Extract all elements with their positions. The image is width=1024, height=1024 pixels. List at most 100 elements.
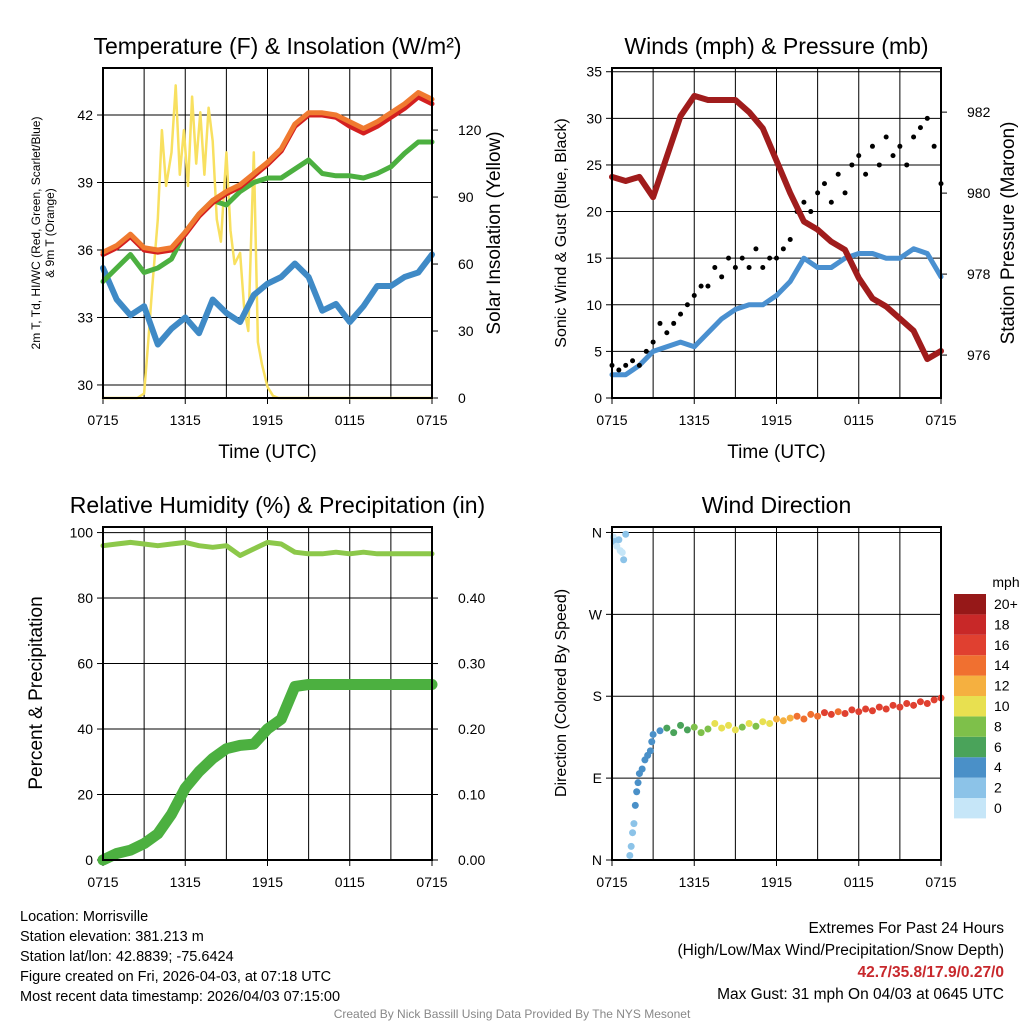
y-tick-label: 30: [77, 377, 93, 393]
y-tick-label: 15: [586, 250, 602, 266]
wind-direction-point: [615, 536, 623, 544]
wind-direction-point: [649, 730, 657, 738]
gust-point: [917, 125, 923, 131]
series-td-line: [100, 139, 435, 284]
gust-point: [746, 264, 752, 270]
gust-point: [643, 348, 649, 354]
y-tick-label: 0: [85, 852, 93, 868]
y-axis-label: Direction (Colored By Speed): [553, 589, 570, 797]
colorbar-label: 14: [994, 657, 1010, 673]
wind-direction-point: [646, 747, 654, 755]
colorbar-label: 20+: [994, 596, 1018, 612]
y-tick-label: W: [589, 606, 603, 622]
x-tick-label: 0715: [416, 412, 447, 428]
gust-point: [856, 153, 862, 159]
colorbar-swatch: [954, 757, 986, 778]
relative-humidity-line: [100, 539, 435, 558]
y-tick-label: 0: [594, 390, 602, 406]
wind-direction-point: [704, 725, 712, 733]
y-right-tick-label: 980: [967, 185, 991, 201]
wind-direction-point: [690, 723, 698, 731]
wind-direction-point: [745, 720, 753, 728]
chart-title: Relative Humidity (%) & Precipitation (i…: [70, 492, 485, 518]
plot-border: [611, 526, 942, 861]
y-tick-label: N: [592, 524, 602, 540]
wind-direction-point: [766, 720, 774, 728]
y-right-tick-label: 0.10: [458, 787, 485, 803]
wind-direction-point: [697, 729, 705, 737]
y-right-axis-label: Station Pressure (Maroon): [998, 122, 1019, 345]
y-right-tick-label: 120: [458, 122, 482, 138]
y-right-tick-label: 0: [458, 390, 466, 406]
wind-direction-point: [663, 724, 671, 732]
chart-title: Wind Direction: [702, 492, 852, 518]
wind-direction-point: [834, 708, 842, 716]
wind-direction-point: [786, 714, 794, 722]
extremes-box: Extremes For Past 24 Hours (High/Low/Max…: [678, 918, 1005, 1006]
y-tick-label: 39: [77, 174, 93, 190]
gust-point: [657, 320, 663, 326]
wind-direction-point: [622, 530, 630, 538]
y-tick-label: 36: [77, 242, 93, 258]
x-axis-label: Time (UTC): [218, 442, 317, 463]
wind-direction-point: [903, 700, 911, 708]
gust-point: [630, 358, 636, 364]
colorbar-swatch: [954, 594, 986, 615]
wind-direction-point: [725, 721, 733, 729]
plot-border: [611, 67, 942, 399]
gust-point: [897, 143, 903, 149]
chart-title: Winds (mph) & Pressure (mb): [624, 33, 928, 59]
gust-point: [623, 362, 629, 368]
x-tick-label: 1315: [679, 412, 710, 428]
gust-point: [863, 171, 869, 177]
panel-1: 30 33 36 39 42 0715 1315 1915 0115 0715 0 30 60 90 120…: [29, 33, 505, 463]
gust-point: [671, 320, 677, 326]
extremes-values: 42.7/35.8/17.9/0.27/0: [857, 964, 1004, 981]
max-gust: Max Gust: 31 mph On 04/03 at 0645 UTC: [717, 986, 1004, 1003]
wind-direction-point: [633, 788, 641, 796]
wind-direction-point: [896, 703, 904, 711]
x-tick-label: 0715: [596, 874, 627, 890]
station-pressure-line: [609, 92, 944, 363]
wind-direction-point: [916, 698, 924, 706]
x-tick-label: 1915: [761, 412, 792, 428]
wind-direction-point: [627, 842, 635, 850]
plot-border: [102, 67, 433, 399]
wind-direction-point: [638, 765, 646, 773]
gust-point: [815, 190, 821, 196]
colorbar-label: 12: [994, 678, 1010, 694]
wind-direction-point: [718, 724, 726, 732]
wind-direction-point: [882, 705, 890, 713]
gust-point: [616, 367, 622, 373]
panel-3: 0 20 40 60 80 100 0715 1315 1915 0115 0715 0.00 0.10…: [26, 492, 485, 890]
y-tick-label: 25: [586, 157, 602, 173]
wind-direction-point: [618, 548, 626, 556]
wind-direction-point: [779, 717, 787, 725]
wind-direction-point: [868, 707, 876, 715]
station-latlon: Station lat/lon: 42.8839; -75.6424: [20, 949, 234, 965]
y-right-tick-label: 60: [458, 256, 474, 272]
y-right-tick-label: 0.40: [458, 590, 485, 606]
wind-direction-point: [841, 710, 849, 718]
wind-direction-point: [683, 726, 691, 734]
gust-point: [684, 302, 690, 308]
y-right-tick-label: 982: [967, 104, 991, 120]
series-hiwc-line: [100, 251, 435, 348]
x-tick-label: 1915: [252, 874, 283, 890]
gust-point: [835, 171, 841, 177]
wind-direction-point: [793, 712, 801, 720]
y-tick-label: 100: [70, 525, 94, 541]
recent-timestamp: Most recent data timestamp: 2026/04/03 0…: [20, 989, 341, 1005]
gust-point: [650, 339, 656, 345]
y-tick-label: S: [593, 688, 602, 704]
wind-direction-point: [848, 706, 856, 714]
colorbar-label: 16: [994, 637, 1010, 653]
y-right-tick-label: 90: [458, 189, 474, 205]
x-tick-label: 0715: [87, 412, 118, 428]
colorbar-swatch: [954, 696, 986, 717]
gust-point: [712, 264, 718, 270]
gust-point: [664, 330, 670, 336]
wind-direction-point: [677, 721, 685, 729]
gust-point: [691, 292, 697, 298]
gust-point: [774, 255, 779, 261]
